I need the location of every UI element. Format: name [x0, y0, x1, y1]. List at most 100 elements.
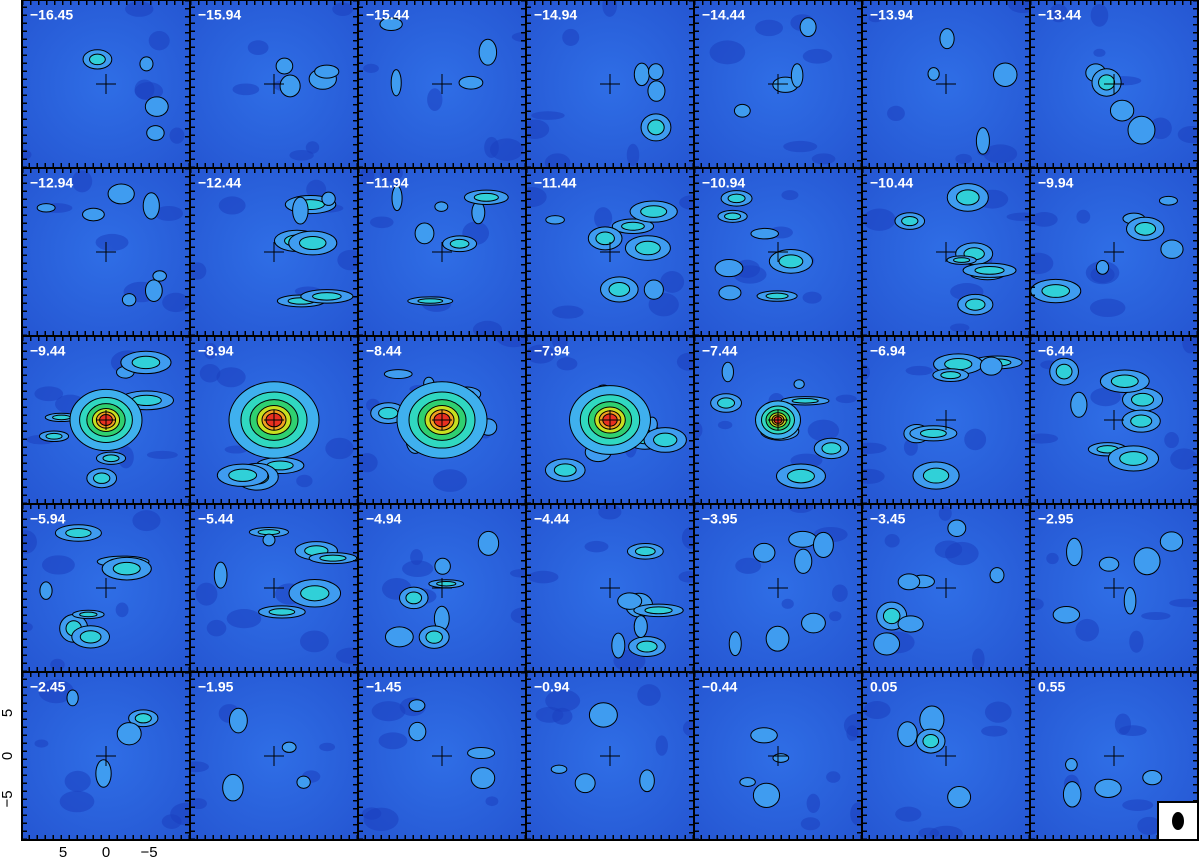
contour: [434, 201, 449, 212]
noise: [232, 83, 260, 96]
contour: [790, 63, 804, 88]
velocity-label: −7.44: [702, 343, 738, 359]
velocity-label: −0.44: [702, 679, 738, 695]
noise: [169, 127, 185, 144]
noise: [800, 817, 821, 831]
contour: [292, 196, 309, 225]
contour: [89, 53, 106, 66]
contour: [922, 467, 950, 484]
noise: [509, 568, 526, 578]
velocity-label: −8.44: [366, 343, 402, 359]
contour: [608, 282, 631, 297]
noise: [811, 153, 836, 165]
noise: [781, 598, 794, 609]
velocity-label: 0.55: [1038, 679, 1065, 695]
noise: [655, 735, 668, 756]
contour: [112, 561, 141, 576]
noise: [681, 526, 694, 550]
contour: [750, 227, 779, 240]
noise: [660, 271, 685, 293]
noise: [360, 168, 375, 185]
channel-panel: −13.94: [861, 0, 1031, 169]
noise: [38, 679, 74, 704]
channel-panel: 0.55: [1029, 671, 1199, 841]
contour: [39, 581, 53, 600]
noise: [1046, 552, 1059, 565]
noise: [1114, 713, 1131, 736]
contour: [1131, 392, 1155, 407]
panel-image: [526, 336, 694, 504]
velocity-label: −10.44: [870, 175, 913, 191]
noise: [929, 825, 963, 840]
noise: [598, 504, 622, 520]
y-tick-label: 5: [0, 709, 16, 717]
noise: [552, 707, 573, 725]
noise: [489, 138, 524, 161]
contour: [434, 557, 451, 575]
velocity-label: −8.94: [198, 343, 234, 359]
contour: [621, 221, 645, 231]
panel-image: [1030, 672, 1198, 840]
velocity-label: −7.94: [534, 343, 570, 359]
velocity-label: −3.95: [702, 511, 738, 527]
channel-panel: −13.44: [1029, 0, 1199, 169]
panel-image: [862, 0, 1030, 168]
noise: [807, 419, 840, 442]
contour: [648, 63, 664, 81]
contour: [467, 746, 496, 760]
channel-panel: −2.95: [1029, 503, 1199, 673]
velocity-label: −0.94: [534, 679, 570, 695]
channel-panel: −1.95: [189, 671, 359, 841]
contour: [95, 759, 112, 788]
contour: [653, 432, 678, 448]
noise: [226, 608, 262, 629]
contour: [45, 432, 63, 440]
contour: [470, 767, 496, 789]
noise: [972, 648, 985, 671]
velocity-label: −6.94: [870, 343, 906, 359]
contour: [786, 468, 815, 484]
contour: [718, 285, 742, 301]
contour: [228, 707, 248, 734]
contour: [319, 554, 347, 562]
noise: [190, 798, 207, 810]
noise: [526, 186, 547, 208]
channel-panel: −16.45: [21, 0, 191, 169]
contour: [1098, 556, 1120, 572]
velocity-label: −9.94: [1038, 175, 1074, 191]
contour: [647, 119, 665, 136]
channel-panel: −0.44: [693, 671, 863, 841]
contour: [82, 207, 105, 222]
noise: [835, 394, 857, 404]
contour: [425, 630, 443, 644]
noise: [162, 292, 190, 313]
noise: [1030, 252, 1054, 275]
contour: [739, 777, 756, 788]
channel-panel: −15.94: [189, 0, 359, 169]
noise: [1030, 433, 1059, 444]
contour: [901, 215, 919, 227]
noise: [427, 88, 443, 111]
noise: [863, 208, 896, 231]
contour: [927, 67, 940, 81]
contour: [752, 782, 781, 808]
contour: [717, 397, 736, 409]
contour: [478, 38, 498, 66]
velocity-label: −6.44: [1038, 343, 1074, 359]
velocity-label: −15.44: [366, 7, 409, 23]
channel-panel: −10.44: [861, 167, 1031, 337]
noise: [296, 474, 313, 488]
contour: [1041, 284, 1070, 298]
x-tick-label: 5: [59, 844, 67, 861]
noise: [125, 1, 154, 17]
noise: [363, 807, 399, 831]
contour: [417, 298, 444, 304]
contour: [897, 573, 921, 591]
noise: [370, 216, 394, 229]
noise: [1164, 432, 1179, 449]
contour: [944, 357, 973, 371]
channel-panel: −4.44: [525, 503, 695, 673]
velocity-label: −12.94: [30, 175, 73, 191]
contour: [647, 80, 666, 102]
contour: [52, 414, 71, 421]
